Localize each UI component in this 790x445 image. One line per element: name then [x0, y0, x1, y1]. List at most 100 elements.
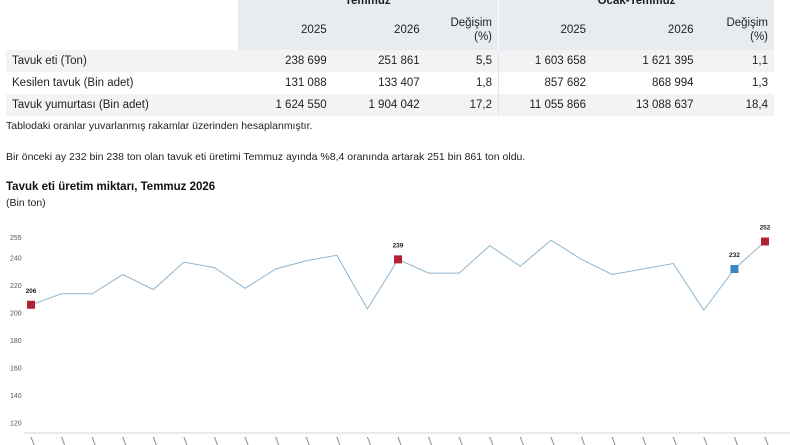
row-label: Tavuk eti (Ton) [6, 50, 238, 72]
y-tick-label: 160 [10, 366, 22, 373]
y-tick-label: 255 [10, 235, 22, 242]
x-tick-mark [611, 436, 616, 445]
row-label: Tavuk yumurtası (Bin adet) [6, 94, 238, 116]
x-tick-mark [366, 436, 371, 445]
x-tick-mark [122, 436, 127, 445]
x-tick-mark [336, 436, 341, 445]
series-line [30, 239, 766, 312]
data-point [641, 268, 644, 271]
data-point [274, 268, 277, 271]
data-point [366, 307, 369, 310]
x-tick-mark [183, 436, 188, 445]
data-point [335, 254, 338, 257]
x-tick-mark [581, 436, 585, 445]
table-cell: 238 699 [237, 50, 333, 72]
table-cell: 133 407 [332, 72, 426, 94]
x-tick-mark [642, 436, 647, 445]
data-point [121, 273, 124, 276]
data-point [611, 273, 614, 276]
col-header: 2025 [498, 10, 593, 50]
data-point [702, 309, 705, 312]
table-cell: 1,8 [425, 72, 499, 94]
x-tick-mark [397, 436, 402, 445]
x-tick-mark [244, 436, 249, 445]
x-tick-mark [519, 436, 524, 445]
table-cell: 1 603 658 [498, 50, 593, 72]
x-tick-mark [305, 436, 310, 445]
table-sub-header-row: 2025 2026 Değişim (%) 2025 2026 Değişim … [6, 10, 774, 50]
data-label: 239 [393, 242, 404, 249]
data-point [305, 259, 308, 262]
table-cell: 251 861 [332, 50, 426, 72]
x-tick-mark [275, 436, 280, 445]
table-cell: 131 088 [237, 72, 333, 94]
x-tick-mark [428, 436, 433, 445]
highlight-marker [27, 300, 35, 309]
data-point [580, 258, 583, 261]
data-label: 206 [26, 288, 37, 295]
chart-unit: (Bin ton) [6, 197, 46, 209]
y-tick-label: 240 [10, 256, 22, 263]
data-point [488, 244, 491, 247]
data-point [91, 292, 94, 295]
table-cell: 11 055 866 [498, 94, 593, 116]
x-tick-mark [550, 436, 555, 445]
table-cell: 5,5 [425, 50, 499, 72]
table-row: Tavuk eti (Ton) 238 699 251 861 5,5 1 60… [6, 50, 774, 72]
table-cell: 868 994 [592, 72, 700, 94]
x-tick-mark [91, 436, 96, 445]
table-label-header [6, 10, 238, 50]
table-cell: 1,1 [699, 50, 774, 72]
col-header: Değişim (%) [425, 10, 499, 50]
data-point [182, 261, 185, 264]
data-point [549, 239, 552, 242]
y-tick-label: 120 [10, 421, 22, 428]
production-table: Temmuz Ocak-Temmuz 2025 2026 Değişim (%)… [6, 0, 774, 116]
data-label: 252 [760, 225, 771, 232]
x-tick-mark [458, 436, 463, 445]
data-label: 232 [729, 252, 740, 259]
table-cell: 1 904 042 [332, 94, 426, 116]
x-tick-mark [764, 436, 769, 445]
data-point [458, 272, 461, 275]
table-cell: 1,3 [699, 72, 774, 94]
data-point [427, 272, 430, 275]
y-tick-label: 220 [10, 283, 22, 290]
table-row: Kesilen tavuk (Bin adet) 131 088 133 407… [6, 72, 774, 94]
summary-paragraph: Bir önceki ay 232 bin 238 ton olan tavuk… [6, 151, 526, 163]
x-tick-mark [489, 436, 494, 445]
col-header: Değişim (%) [699, 10, 774, 50]
table-cell: 857 682 [498, 72, 593, 94]
data-point [213, 266, 216, 269]
group-header-temmuz: Temmuz [237, 0, 499, 10]
x-tick-mark [672, 436, 677, 445]
x-tick-mark [733, 436, 738, 445]
chart-title: Tavuk eti üretim miktarı, Temmuz 2026 [6, 181, 216, 193]
y-tick-label: 140 [10, 393, 22, 400]
x-tick-mark [152, 436, 157, 445]
col-header: 2026 [592, 10, 700, 50]
col-header: 2025 [237, 10, 333, 50]
data-point [60, 292, 63, 295]
highlight-marker [730, 265, 739, 273]
highlight-marker [761, 237, 769, 246]
y-tick-label: 180 [10, 338, 22, 345]
highlight-marker [394, 255, 402, 264]
table-cell: 17,2 [425, 94, 499, 116]
table-corner-cell [6, 0, 238, 10]
x-tick-mark [61, 436, 66, 445]
y-tick-label: 200 [10, 311, 22, 318]
group-header-ocak-temmuz: Ocak-Temmuz [498, 0, 774, 10]
table-cell: 18,4 [699, 94, 774, 116]
table-row: Tavuk yumurtası (Bin adet) 1 624 550 1 9… [6, 94, 774, 116]
table-group-header-row: Temmuz Ocak-Temmuz [6, 0, 774, 10]
table-cell: 1 621 395 [592, 50, 700, 72]
data-point [244, 287, 247, 290]
data-point [519, 265, 522, 268]
table-cell: 1 624 550 [237, 94, 333, 116]
x-tick-mark [703, 436, 708, 445]
data-point [672, 262, 675, 265]
data-point [152, 288, 155, 291]
col-header: 2026 [332, 10, 426, 50]
